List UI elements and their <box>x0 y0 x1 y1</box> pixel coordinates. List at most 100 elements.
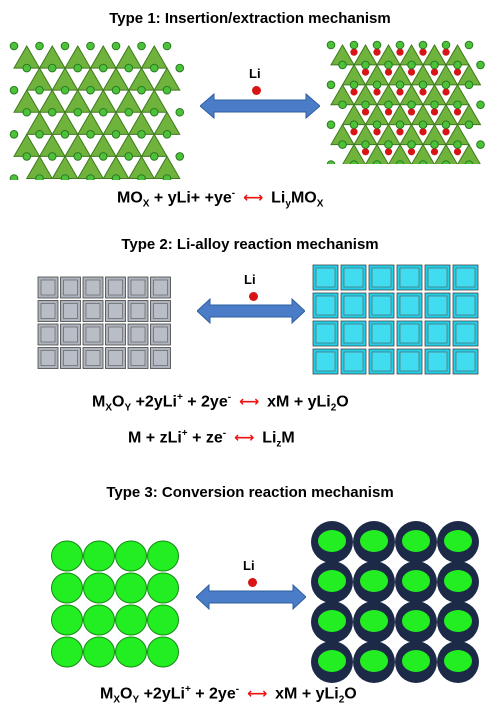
li-ion <box>430 148 439 156</box>
oxygen-node <box>338 100 347 110</box>
grid-tile-face <box>130 326 146 343</box>
oxide-particle <box>51 636 83 668</box>
oxygen-node <box>149 152 159 161</box>
oxygen-node <box>395 40 405 50</box>
metal-nanoparticle <box>444 570 472 592</box>
li-ion <box>442 88 450 96</box>
oxide-particle <box>115 540 147 572</box>
oxygen-node <box>137 85 146 95</box>
grid-tile-face <box>40 350 56 366</box>
grid-tile-face <box>343 267 364 288</box>
li-ion <box>396 128 404 136</box>
grid-tile-face <box>315 267 336 288</box>
oxygen-node <box>35 130 44 139</box>
oxygen-node <box>441 120 451 129</box>
metal-nanoparticle <box>360 650 388 672</box>
oxygen-node <box>326 160 336 164</box>
oxygen-node <box>384 100 393 110</box>
oxygen-node <box>162 174 172 180</box>
type2-title: Type 2: Li-alloy reaction mechanism <box>121 236 379 253</box>
oxygen-node <box>464 120 474 129</box>
grid-tile-face <box>399 267 420 288</box>
oxygen-node <box>111 85 121 95</box>
oxygen-node <box>372 160 382 164</box>
oxygen-node <box>73 63 83 73</box>
grid-tile-face <box>371 323 392 344</box>
type1-equation: MOX + yLi+ +ye- ⟷ LiyMOX <box>117 188 324 210</box>
oxygen-node <box>86 85 95 95</box>
oxygen-node <box>407 100 416 110</box>
oxygen-node <box>395 120 405 129</box>
type1-title: Type 1: Insertion/extraction mechanism <box>109 10 391 27</box>
li-label-type1: Li <box>249 66 261 81</box>
oxygen-node <box>137 174 146 180</box>
oxygen-node <box>361 100 370 110</box>
grid-tile-face <box>85 350 101 366</box>
oxide-particle <box>83 572 115 604</box>
oxygen-node <box>47 107 57 117</box>
metal-nanoparticle <box>318 650 346 672</box>
reversible-arrow-icon: ⟷ <box>243 189 264 206</box>
metal-nanoparticles-in-li2o <box>311 521 479 683</box>
type2-equation-1: MXOY +2yLi+ + 2ye- ⟷ xM + yLi2O <box>92 392 349 414</box>
oxygen-node <box>349 120 359 129</box>
oxygen-node <box>175 152 185 161</box>
oxygen-node <box>395 80 405 90</box>
oxygen-node <box>338 60 347 70</box>
li-ion <box>361 68 370 76</box>
grid-tile-face <box>85 326 101 343</box>
oxygen-node <box>175 63 185 73</box>
oxygen-node <box>124 63 134 73</box>
oxygen-node <box>137 130 146 139</box>
oxygen-node <box>60 41 70 51</box>
oxygen-node <box>418 80 428 90</box>
oxygen-node <box>349 80 359 90</box>
oxygen-node <box>98 107 108 117</box>
oxygen-node <box>326 40 336 50</box>
li-ion <box>430 108 439 116</box>
oxygen-node <box>349 40 359 50</box>
grid-tile-face <box>371 295 392 316</box>
octahedral-triangle <box>411 143 435 164</box>
li-ion <box>396 88 404 96</box>
oxide-particle <box>115 604 147 636</box>
grid-tile-face <box>455 295 476 316</box>
li-ion <box>453 68 462 76</box>
oxygen-node <box>98 152 108 161</box>
oxygen-node <box>384 140 393 149</box>
oxygen-node <box>476 60 485 70</box>
oxygen-node <box>9 41 19 51</box>
oxygen-node <box>418 40 428 50</box>
li-ion <box>384 148 393 156</box>
oxygen-node <box>124 152 134 161</box>
oxygen-node <box>86 174 95 180</box>
double-arrow-type1 <box>200 92 320 120</box>
li-ion <box>442 48 450 56</box>
li-ion <box>453 148 462 156</box>
oxide-particle <box>147 604 179 636</box>
li-label-type3: Li <box>243 558 255 573</box>
oxygen-node <box>60 130 70 139</box>
oxygen-node <box>407 60 416 70</box>
oxygen-node <box>124 107 134 117</box>
oxygen-node <box>149 63 159 73</box>
oxygen-node <box>372 40 382 50</box>
oxygen-node <box>464 160 474 164</box>
oxygen-node <box>35 174 44 180</box>
oxide-particle <box>115 636 147 668</box>
grid-tile-face <box>108 279 123 296</box>
grid-tile-face <box>130 350 146 366</box>
grid-tile-face <box>40 303 56 319</box>
li-ion <box>419 128 427 136</box>
oxygen-node <box>162 41 172 51</box>
oxygen-node <box>441 40 451 50</box>
grid-tile-face <box>40 279 56 296</box>
double-arrow-type3 <box>196 584 306 610</box>
grid-tile-face <box>63 303 78 319</box>
metal-nanoparticle <box>360 610 388 632</box>
grid-tile-face <box>63 350 78 366</box>
reversible-arrow-icon: ⟷ <box>239 393 260 410</box>
li-label-type2: Li <box>244 272 256 287</box>
oxygen-node <box>476 140 485 149</box>
oxygen-node <box>453 140 462 149</box>
